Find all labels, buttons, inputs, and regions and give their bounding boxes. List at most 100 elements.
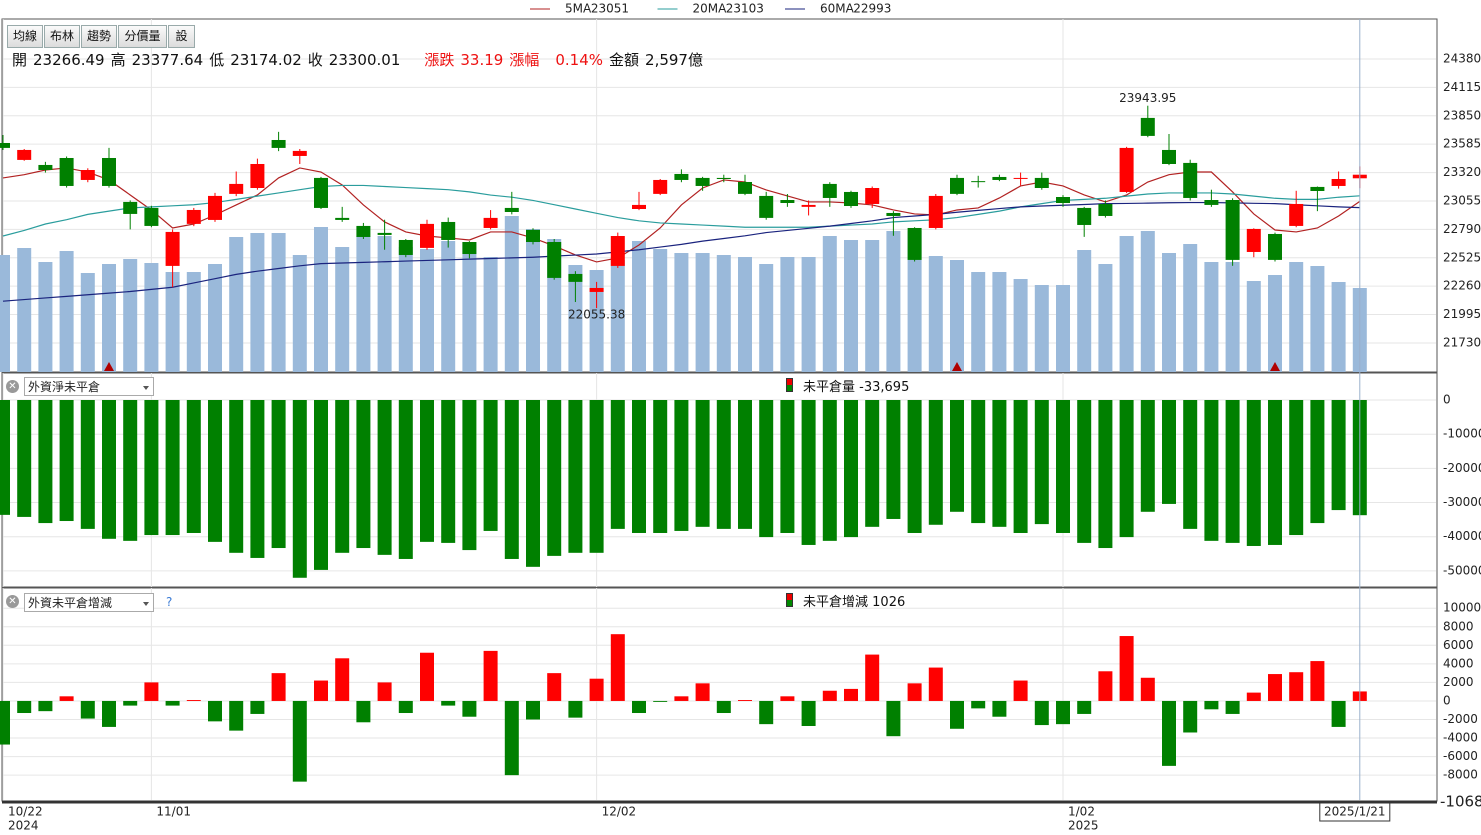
volume-bar	[80, 273, 95, 372]
bar	[1162, 400, 1176, 504]
volume-bar	[165, 272, 180, 372]
volume-bar	[17, 248, 32, 372]
candle-body	[1034, 177, 1049, 188]
bar	[420, 400, 434, 542]
bar	[1331, 400, 1346, 511]
bar	[377, 400, 392, 555]
bar	[1077, 700, 1092, 714]
bar	[928, 667, 943, 701]
help[interactable]: ?	[166, 595, 173, 609]
bar	[144, 400, 159, 536]
bar	[17, 400, 32, 517]
y-tick-label: -6000	[1443, 749, 1478, 763]
candle-body	[1183, 162, 1198, 198]
y-tick-label: -8000	[1443, 768, 1478, 782]
toolbar-button[interactable]: 設	[168, 25, 195, 48]
bar	[822, 690, 837, 701]
bar	[80, 400, 95, 529]
legend-value: 22993	[853, 2, 891, 16]
candle-body	[377, 232, 392, 235]
title-value: -33,695	[859, 380, 910, 395]
candle-body	[335, 217, 350, 220]
volume-bar	[526, 229, 540, 372]
bar	[886, 400, 901, 519]
candle-body	[420, 223, 434, 248]
indicator-selector[interactable]: 外資淨未平倉	[24, 377, 154, 396]
candle-body	[59, 157, 74, 186]
volume-bar	[208, 264, 222, 372]
candle-body	[1310, 186, 1325, 191]
bar	[928, 400, 943, 525]
bar	[271, 400, 286, 549]
bar	[632, 700, 646, 714]
volume-bar	[483, 257, 498, 372]
title-value: 1026	[872, 595, 906, 610]
close-icon[interactable]: ✕	[6, 595, 19, 608]
volume-bar	[59, 251, 74, 372]
bar	[801, 700, 816, 726]
volume-bar	[950, 260, 964, 372]
candle-body	[1098, 203, 1113, 216]
candle-body	[716, 177, 731, 179]
toolbar-button[interactable]: 趨勢	[81, 25, 117, 48]
volume-bar	[377, 236, 392, 372]
candle-body	[462, 242, 477, 255]
y-tick-label: -50000	[1443, 563, 1481, 577]
volume-bar	[610, 260, 625, 372]
candle-body	[314, 177, 328, 208]
volume-bar	[865, 240, 880, 372]
bar	[102, 400, 116, 539]
candle-body	[398, 239, 413, 255]
bar	[483, 650, 498, 701]
close-icon[interactable]: ✕	[6, 380, 19, 393]
legend-name: 60MA	[820, 2, 855, 16]
bar	[780, 400, 795, 533]
bar	[780, 696, 795, 701]
bar	[420, 652, 434, 701]
bar	[335, 658, 350, 701]
info-value: 23377.64	[131, 51, 204, 69]
volume-bar	[0, 255, 10, 372]
candle-body	[144, 207, 159, 226]
bar	[759, 700, 774, 725]
bar	[356, 400, 371, 549]
bar	[123, 700, 138, 706]
legend-name: 5MA	[565, 2, 592, 16]
y-tick-label: 10000	[1443, 601, 1481, 615]
candle-body	[356, 225, 371, 237]
candle-body	[102, 157, 116, 186]
toolbar-button[interactable]: 布林	[44, 25, 80, 48]
candle-body	[886, 212, 901, 216]
info-label: 開	[12, 51, 28, 69]
bar	[992, 400, 1007, 527]
candle-body	[526, 229, 540, 243]
bar	[1183, 400, 1198, 529]
info-label: 低	[209, 51, 225, 69]
candle-body	[950, 177, 964, 194]
volume-bar	[229, 237, 244, 372]
bar	[1289, 672, 1304, 701]
toolbar-button[interactable]: 分價量	[118, 25, 167, 48]
y-tick-label: -30000	[1443, 495, 1481, 509]
toolbar-button[interactable]: 均線	[7, 25, 43, 48]
bar	[653, 400, 668, 533]
candle-body	[123, 201, 138, 214]
indicator-selector[interactable]: 外資未平倉增減	[24, 593, 154, 612]
y-tick-label: -2000	[1443, 712, 1478, 726]
y-tick-label: 2000	[1443, 675, 1474, 689]
volume-bar	[398, 247, 413, 372]
bar	[674, 400, 689, 531]
bar	[17, 700, 32, 714]
bar	[1204, 400, 1219, 541]
candle-body	[208, 195, 222, 220]
volume-bar	[1225, 262, 1240, 372]
volume-bar	[632, 241, 646, 372]
bar	[186, 700, 201, 701]
bar	[801, 400, 816, 545]
bar	[653, 700, 668, 702]
bar	[1119, 636, 1134, 701]
candle-body	[0, 142, 10, 148]
info-value: 0.14%	[555, 51, 604, 69]
